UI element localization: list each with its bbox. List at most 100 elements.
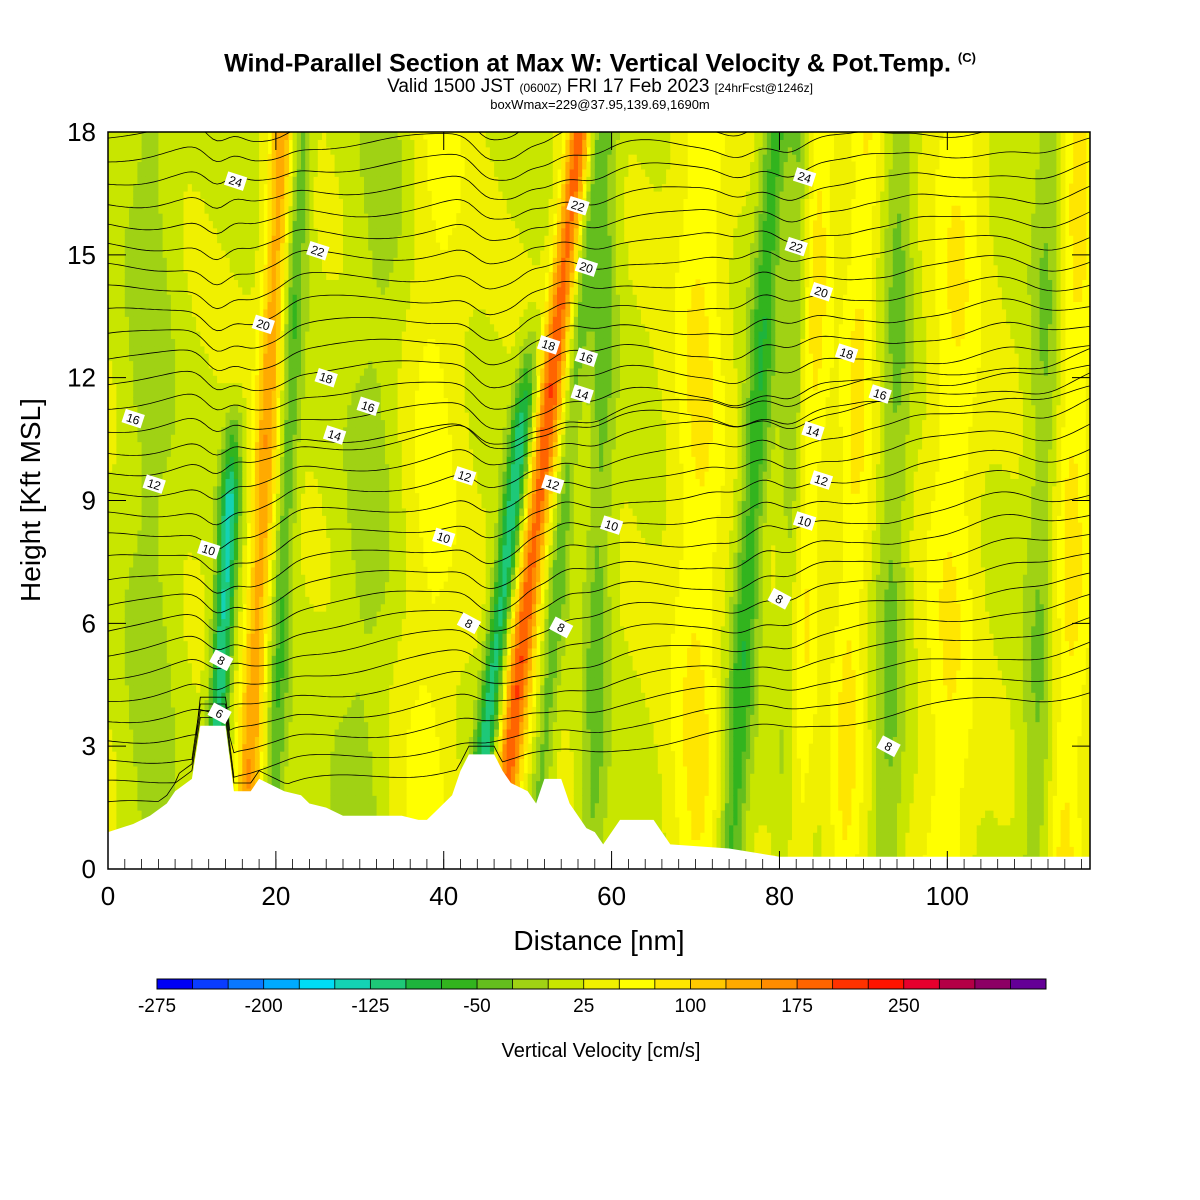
field-cell xyxy=(233,308,239,317)
field-cell xyxy=(141,662,147,671)
field-cell xyxy=(301,758,306,767)
field-cell xyxy=(275,559,281,568)
field-cell xyxy=(313,471,319,479)
field-cell xyxy=(183,721,189,730)
field-cell xyxy=(246,272,252,280)
field-cell xyxy=(179,677,185,686)
field-cell xyxy=(305,706,310,715)
field-cell xyxy=(263,434,269,443)
field-cell xyxy=(267,220,273,229)
field-cell xyxy=(129,773,134,782)
field-cell xyxy=(288,360,294,369)
field-cell xyxy=(233,146,239,155)
field-cell xyxy=(233,154,239,163)
field-cell xyxy=(170,441,176,450)
field-cell xyxy=(150,751,155,760)
field-cell xyxy=(191,198,197,207)
field-cell xyxy=(116,227,122,236)
field-cell xyxy=(141,308,147,317)
field-cell xyxy=(217,434,222,443)
field-cell xyxy=(158,419,164,428)
field-cell xyxy=(145,603,151,612)
field-cell xyxy=(145,294,151,303)
field-cell xyxy=(250,684,256,693)
field-cell xyxy=(280,198,285,207)
field-cell xyxy=(275,780,281,789)
field-cell xyxy=(116,751,122,760)
field-cell xyxy=(133,677,138,686)
field-cell xyxy=(208,139,214,148)
field-cell xyxy=(141,544,147,553)
field-cell xyxy=(313,751,319,760)
field-cell xyxy=(288,655,294,664)
field-cell xyxy=(170,345,176,354)
field-cell xyxy=(296,603,302,612)
field-cell xyxy=(191,249,197,258)
field-cell xyxy=(150,286,155,295)
field-cell xyxy=(275,183,281,192)
field-cell xyxy=(225,692,231,701)
field-cell xyxy=(217,367,222,376)
field-cell xyxy=(263,441,269,450)
field-cell xyxy=(179,161,185,170)
field-cell xyxy=(204,670,210,678)
field-cell xyxy=(263,581,269,590)
field-cell xyxy=(141,213,147,222)
field-cell xyxy=(108,367,113,376)
field-cell xyxy=(301,294,306,303)
field-cell xyxy=(162,773,168,782)
field-cell xyxy=(259,404,264,413)
field-cell xyxy=(166,581,172,590)
field-cell xyxy=(250,220,256,229)
field-cell xyxy=(145,286,151,295)
field-cell xyxy=(259,588,264,597)
field-cell xyxy=(271,257,277,266)
field-cell xyxy=(170,404,176,413)
field-cell xyxy=(129,308,134,317)
field-cell xyxy=(271,213,277,222)
field-cell xyxy=(313,308,319,317)
field-cell xyxy=(250,205,256,214)
field-cell xyxy=(183,448,189,457)
field-cell xyxy=(108,161,113,170)
field-cell xyxy=(133,463,138,472)
field-cell xyxy=(120,382,126,391)
field-cell xyxy=(154,397,159,406)
field-cell xyxy=(137,146,143,155)
field-cell xyxy=(313,574,319,583)
field-cell xyxy=(162,146,168,155)
field-cell xyxy=(263,765,269,774)
field-cell xyxy=(242,743,248,752)
field-cell xyxy=(233,647,239,656)
field-cell xyxy=(129,522,134,531)
field-cell xyxy=(242,485,248,494)
field-cell xyxy=(116,758,122,767)
field-cell xyxy=(317,640,323,649)
field-cell xyxy=(112,537,117,546)
field-cell xyxy=(183,308,189,317)
field-cell xyxy=(267,662,273,671)
field-cell xyxy=(280,640,285,649)
field-cell xyxy=(296,677,302,686)
field-cell xyxy=(141,810,147,818)
field-cell xyxy=(108,647,113,656)
field-cell xyxy=(212,183,218,192)
field-cell xyxy=(309,736,315,745)
field-cell xyxy=(129,463,134,472)
field-cell xyxy=(229,360,235,369)
field-cell xyxy=(183,493,189,502)
field-cell xyxy=(313,338,319,347)
field-cell xyxy=(137,478,143,487)
field-cell xyxy=(137,456,143,465)
field-cell xyxy=(242,367,248,376)
field-cell xyxy=(217,301,222,310)
field-cell xyxy=(267,765,273,774)
field-cell xyxy=(183,743,189,752)
field-cell xyxy=(154,279,159,288)
field-cell xyxy=(238,308,243,317)
field-cell xyxy=(313,566,319,575)
field-cell xyxy=(116,198,122,207)
field-cell xyxy=(200,161,206,170)
field-cell xyxy=(275,168,281,177)
field-cell xyxy=(238,168,243,177)
